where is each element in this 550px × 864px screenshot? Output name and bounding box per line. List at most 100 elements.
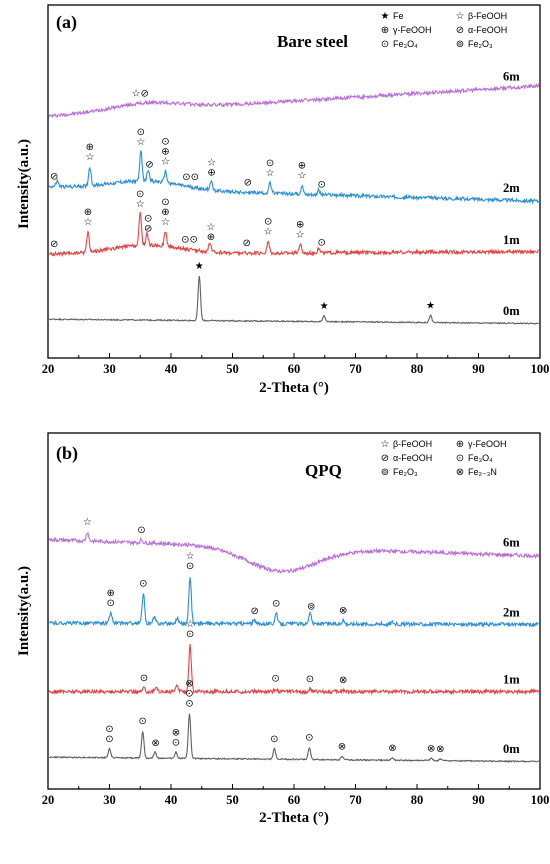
- peak-symbol: ☆: [296, 229, 305, 240]
- series-label: 0m: [503, 304, 520, 318]
- peak-marker: ⊗: [436, 744, 444, 755]
- peak-symbol: ⊙: [306, 674, 314, 685]
- panel-b: (b) QPQ ☆ β-FeOOH ⊕ γ-FeOOH⊘ α-FeOOH ⊙ Fe₃O₄⊚ F…: [16, 432, 549, 826]
- peak-symbol: ☆: [186, 551, 195, 562]
- x-tick-label: 30: [103, 362, 116, 376]
- peak-symbol: ⊗: [172, 727, 180, 738]
- series-line-0m: [48, 275, 540, 325]
- peak-symbol: ⊙: [107, 598, 115, 609]
- x-tick-label: 60: [288, 793, 301, 807]
- peak-marker: ⊙☆: [264, 217, 273, 238]
- legend-entry: Fe₃O₄: [393, 39, 418, 49]
- peak-symbol: ⊙: [140, 673, 148, 684]
- peak-marker: ⊙☆: [266, 158, 275, 179]
- peak-marker: ⊙: [306, 674, 314, 685]
- x-tick-label: 50: [226, 362, 239, 376]
- x-tick-label: 40: [165, 362, 178, 376]
- peak-marker: ⊗: [338, 741, 346, 752]
- peak-symbol: ⊘: [50, 172, 58, 183]
- peak-marker: ☆⊙: [186, 551, 195, 572]
- peak-marker: ⊕⊙: [107, 588, 115, 609]
- peak-marker: ⊙⊙: [105, 724, 113, 745]
- legend-entry: Fe₃O₄: [468, 453, 493, 463]
- peak-marker: ☆⊘: [132, 89, 149, 100]
- peak-marker: ⊙⊘: [144, 213, 152, 234]
- legend-entry: α-FeOOH: [393, 453, 432, 463]
- peak-symbol: ⊙: [136, 189, 144, 200]
- legend-symbol: ⊚: [381, 467, 389, 478]
- series-1m: ⊘⊕☆⊙☆⊙⊘⊙⊕☆⊙⊙☆⊕⊘⊙☆⊕☆⊙ 1m: [48, 189, 539, 258]
- panel-a-frame: [47, 4, 541, 359]
- panel-a-plot-area: ☆⊘6m⊘⊕☆⊙☆⊘⊙⊕☆⊙⊙☆⊕⊘⊙☆⊕☆⊙ 2m⊘⊕☆⊙☆⊙⊘⊙⊕☆⊙⊙☆⊕⊘…: [48, 70, 540, 325]
- peak-marker: ⊘: [250, 606, 258, 617]
- peak-symbol: ⊙⊙: [182, 172, 199, 183]
- x-tick-label: 50: [226, 793, 239, 807]
- series-line-0m: [49, 713, 540, 763]
- peak-marker: ⊘: [145, 159, 153, 170]
- peak-symbol: ⊕: [86, 142, 94, 153]
- peak-symbol: ⊙: [137, 525, 145, 536]
- series-line-1m: [48, 211, 539, 258]
- series-0m: ★ ★ ★ 0m: [48, 261, 540, 325]
- peak-symbol: ⊘: [242, 238, 250, 249]
- panel-b-x-axis-title: 2-Theta (°): [259, 810, 329, 826]
- series-label: 2m: [503, 181, 520, 195]
- peak-symbol: ⊙: [186, 629, 194, 640]
- x-tick-label: 70: [349, 362, 362, 376]
- peak-symbol: ⊕: [207, 168, 215, 179]
- panel-b-title: QPQ: [305, 461, 342, 480]
- peak-symbol: ⊙: [317, 238, 325, 249]
- peak-symbol: ⊙: [144, 213, 152, 224]
- peak-symbol: ⊙⊙: [181, 235, 198, 246]
- x-tick-label: 70: [349, 793, 362, 807]
- peak-symbol: ⊚: [307, 602, 315, 613]
- peak-marker: ⊕☆: [298, 161, 307, 182]
- peak-symbol: ⊗: [339, 605, 347, 616]
- legend-entry: β-FeOOH: [468, 11, 507, 21]
- legend-entry: Fe: [393, 11, 404, 21]
- peak-symbol: ⊘: [250, 606, 258, 617]
- peak-symbol: ★: [426, 300, 435, 311]
- peak-symbol: ⊘: [144, 223, 152, 234]
- legend-symbol: ⊙: [381, 39, 389, 50]
- peak-marker: ☆⊕: [206, 222, 215, 243]
- peak-marker: ⊗⊙: [172, 727, 180, 748]
- peak-symbol: ⊗: [339, 675, 347, 686]
- legend-entry: Fe₂O₃: [468, 39, 493, 49]
- legend-symbol: ⊕: [456, 439, 464, 450]
- legend-symbol: ⊘: [456, 25, 464, 36]
- peak-marker: ⊙: [305, 733, 313, 744]
- peak-symbol: ☆: [298, 171, 307, 182]
- peak-symbol: ☆: [136, 137, 145, 148]
- x-tick-label: 60: [288, 362, 301, 376]
- peak-symbol: ⊙: [185, 699, 193, 710]
- peak-marker: ☆: [83, 517, 92, 528]
- peak-symbol: ⊗: [388, 743, 396, 754]
- peak-marker: ⊙⊙: [181, 235, 198, 246]
- series-label: 1m: [503, 673, 520, 687]
- series-2m: ⊕⊙⊙☆⊙⊘⊙ ⊚ ⊗ 2m: [49, 551, 539, 628]
- x-tick-label: 90: [472, 362, 485, 376]
- legend-entry: γ-FeOOH: [468, 439, 507, 449]
- series-6m: ☆⊙6m: [48, 517, 540, 574]
- peak-marker: ⊙: [137, 525, 145, 536]
- peak-marker: ⊙: [139, 716, 147, 727]
- peak-marker: ⊙: [270, 734, 278, 745]
- peak-marker: ⊕☆: [296, 219, 305, 240]
- peak-symbol: ⊗: [151, 738, 159, 749]
- peak-marker: ⊙: [140, 673, 148, 684]
- peak-symbol: ⊙: [264, 217, 272, 228]
- peak-marker: ⊙: [272, 598, 280, 609]
- peak-marker: ⊙: [317, 238, 325, 249]
- peak-symbol: ⊗: [338, 741, 346, 752]
- peak-symbol: ⊕: [161, 146, 169, 157]
- peak-symbol: ⊕: [161, 207, 169, 218]
- peak-symbol: ⊙: [139, 716, 147, 727]
- series-line-2m: [49, 577, 539, 628]
- legend-symbol: ☆: [456, 11, 465, 22]
- peak-symbol: ⊙: [266, 158, 274, 169]
- peak-marker: ⊘: [242, 238, 250, 249]
- peak-symbol: ⊙: [139, 579, 147, 590]
- series-6m: ☆⊘ 6m: [48, 70, 540, 119]
